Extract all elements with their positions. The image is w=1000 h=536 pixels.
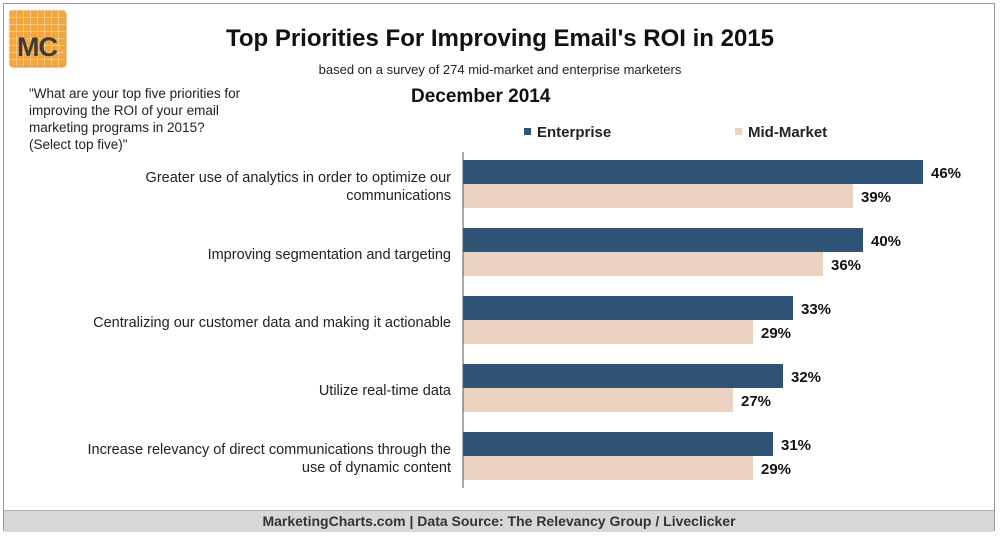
data-label: 29%: [761, 325, 791, 342]
data-label: 36%: [831, 257, 861, 274]
bar-mid-market: [463, 456, 753, 480]
bar-enterprise: [463, 228, 863, 252]
bar-enterprise: [463, 296, 793, 320]
survey-question: "What are your top five priorities for i…: [29, 86, 241, 152]
category-label: Utilize real-time data: [319, 383, 452, 399]
bar-mid-market: [463, 184, 853, 208]
category-label: Centralizing our customer data and makin…: [93, 315, 451, 331]
data-label: 39%: [861, 189, 891, 206]
data-label: 32%: [791, 369, 821, 386]
category-label: use of dynamic content: [302, 460, 451, 476]
bar-mid-market: [463, 320, 753, 344]
logo-text: MC: [17, 32, 58, 62]
bar-mid-market: [463, 252, 823, 276]
category-label: Improving segmentation and targeting: [208, 247, 451, 263]
legend-swatch-mid-market: [735, 128, 742, 135]
category-label: Increase relevancy of direct communicati…: [88, 442, 452, 458]
bar-enterprise: [463, 160, 923, 184]
marketingcharts-logo: MC: [9, 10, 65, 66]
data-label: 27%: [741, 393, 771, 410]
legend-label-mid-market: Mid-Market: [748, 124, 828, 141]
chart-title: Top Priorities For Improving Email's ROI…: [225, 25, 775, 52]
legend-label-enterprise: Enterprise: [537, 124, 612, 141]
survey-date: December 2014: [411, 86, 551, 107]
data-label: 46%: [931, 165, 961, 182]
data-label: 40%: [871, 233, 901, 250]
category-label: communications: [346, 188, 451, 204]
legend-item-enterprise: Enterprise: [524, 124, 611, 141]
data-label: 33%: [801, 301, 831, 318]
bar-mid-market: [463, 388, 733, 412]
legend-item-mid-market: Mid-Market: [735, 124, 827, 141]
data-label: 29%: [761, 461, 791, 478]
legend-swatch-enterprise: [524, 128, 531, 135]
category-label: Greater use of analytics in order to opt…: [146, 170, 452, 186]
bar-enterprise: [463, 432, 773, 456]
chart-subtitle: based on a survey of 274 mid-market and …: [318, 62, 682, 77]
bar-enterprise: [463, 364, 783, 388]
data-label: 31%: [781, 437, 811, 454]
source-footer: MarketingCharts.com | Data Source: The R…: [4, 510, 994, 532]
